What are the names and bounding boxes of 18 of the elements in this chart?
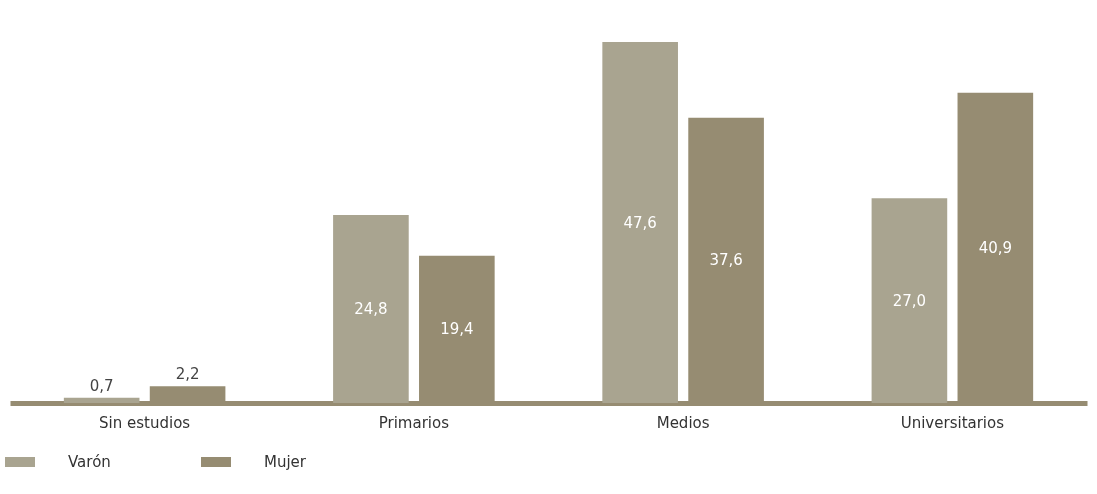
data-label: 47,6 — [623, 213, 657, 232]
data-label: 27,0 — [892, 291, 927, 310]
data-label: 24,8 — [354, 299, 388, 318]
legend-label: Varón — [68, 453, 111, 471]
data-label: 19,4 — [440, 320, 474, 339]
bar — [63, 397, 140, 403]
data-label: 2,2 — [175, 365, 200, 384]
bar — [602, 42, 678, 403]
data-label: 37,6 — [709, 251, 743, 270]
x-tick-label: Medios — [656, 413, 710, 432]
x-tick-label: Sin estudios — [99, 413, 191, 432]
data-label: 40,9 — [978, 238, 1013, 257]
legend-label: Mujer — [264, 453, 307, 471]
bar — [333, 214, 409, 403]
bar — [871, 198, 948, 403]
x-tick-label: Universitarios — [900, 413, 1005, 432]
x-tick-label: Primarios — [378, 413, 450, 432]
data-label: 0,7 — [89, 376, 114, 395]
